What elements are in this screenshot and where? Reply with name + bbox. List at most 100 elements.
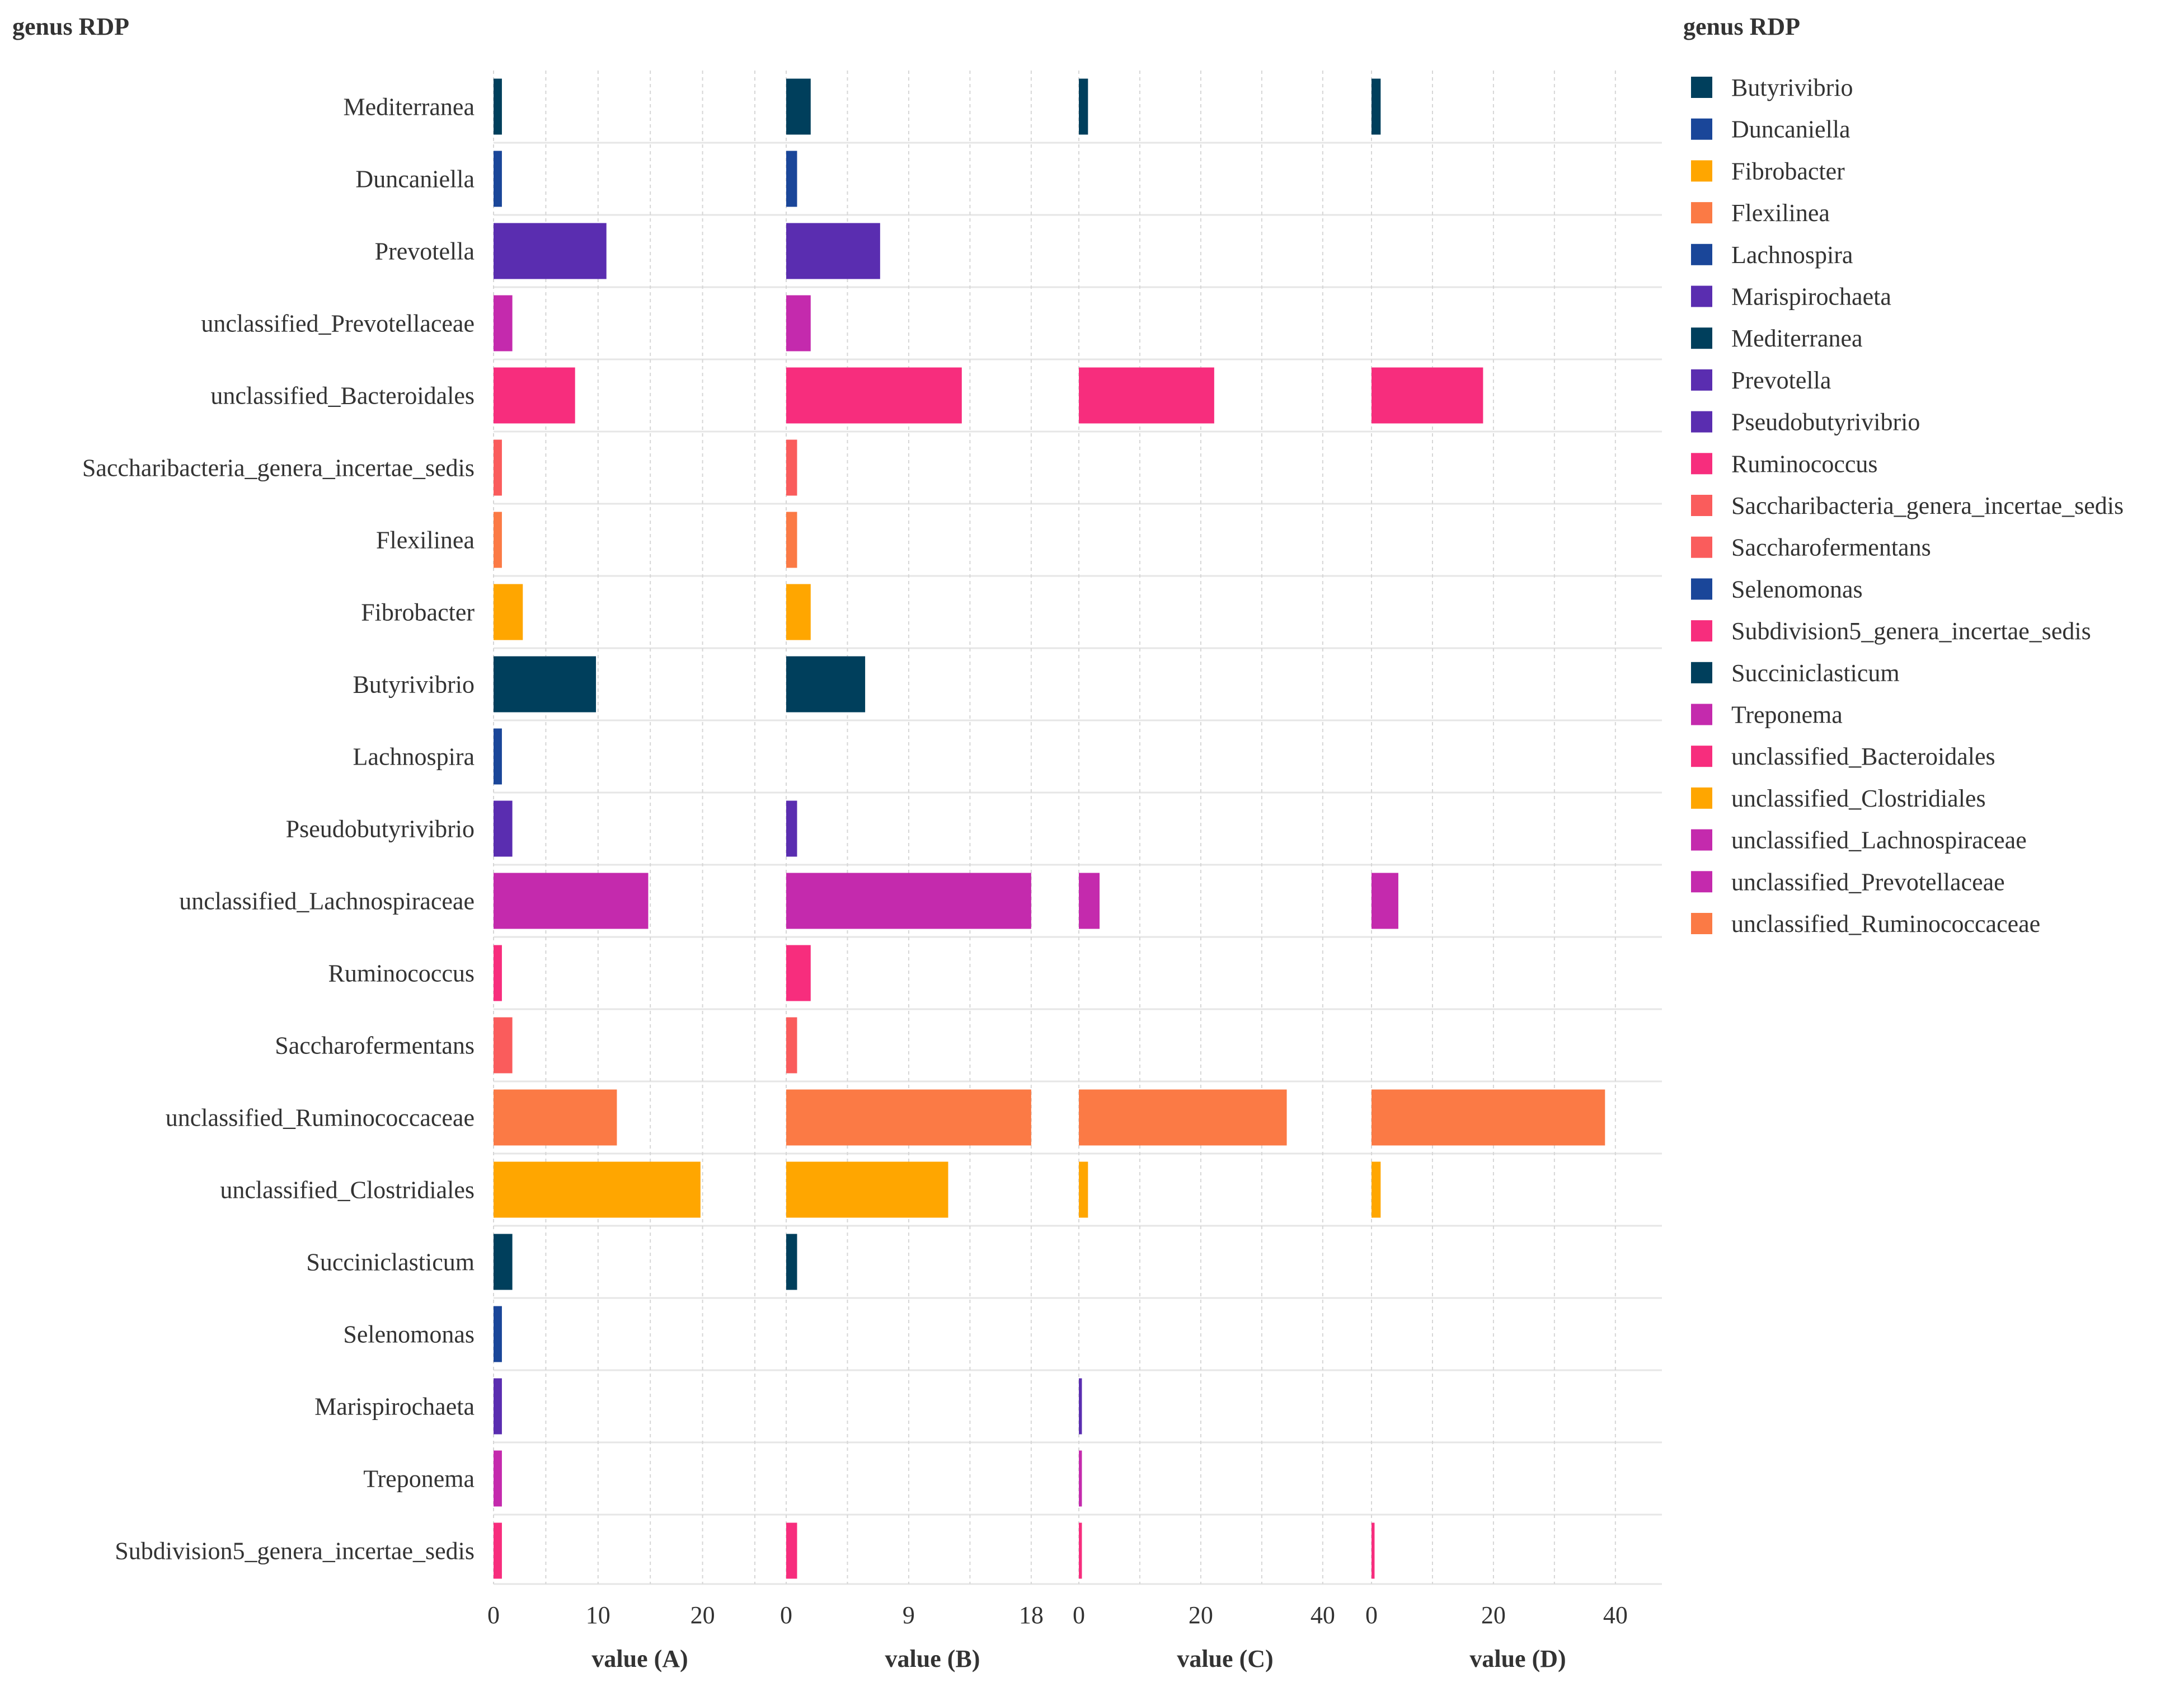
bar-value-a-prevotella[interactable] — [494, 223, 607, 279]
bar-value-b-unclassified-ruminococcaceae[interactable] — [786, 1089, 1031, 1146]
legend-item-subdivision5-genera-incertae-sedis[interactable]: Subdivision5_genera_incertae_sedis — [1691, 617, 2091, 645]
bar-value-b-ruminococcus[interactable] — [786, 945, 811, 1001]
bar-value-b-succiniclasticum[interactable] — [786, 1234, 797, 1290]
legend-item-unclassified-prevotellaceae[interactable]: unclassified_Prevotellaceae — [1691, 868, 2005, 896]
legend-swatch — [1691, 578, 1712, 600]
bar-value-a-mediterranea[interactable] — [494, 78, 502, 135]
bar-value-a-subdivision5-genera-incertae-sedis[interactable] — [494, 1522, 502, 1579]
bar-value-b-mediterranea[interactable] — [786, 78, 811, 135]
bar-value-d-subdivision5-genera-incertae-sedis[interactable] — [1372, 1522, 1375, 1579]
legend-item-prevotella[interactable]: Prevotella — [1691, 367, 1831, 394]
row-label-treponema: Treponema — [363, 1465, 475, 1493]
bar-value-c-treponema[interactable] — [1079, 1450, 1082, 1507]
bar-value-a-succiniclasticum[interactable] — [494, 1234, 513, 1290]
bar-value-b-saccharofermentans[interactable] — [786, 1017, 797, 1074]
bar-value-a-treponema[interactable] — [494, 1450, 502, 1507]
bar-value-b-unclassified-prevotellaceae[interactable] — [786, 295, 811, 352]
legend-swatch — [1691, 704, 1712, 725]
row-label-succiniclasticum: Succiniclasticum — [306, 1249, 475, 1276]
bar-value-c-mediterranea[interactable] — [1079, 78, 1088, 135]
legend-swatch — [1691, 662, 1712, 683]
legend-item-marispirochaeta[interactable]: Marispirochaeta — [1691, 283, 1891, 311]
row-label-unclassified-ruminococcaceae: unclassified_Ruminococcaceae — [166, 1104, 475, 1132]
bar-value-a-ruminococcus[interactable] — [494, 945, 502, 1001]
bar-value-a-pseudobutyrivibrio[interactable] — [494, 800, 513, 857]
bar-value-b-pseudobutyrivibrio[interactable] — [786, 800, 797, 857]
legend-item-saccharofermentans[interactable]: Saccharofermentans — [1691, 534, 1931, 561]
bar-value-a-unclassified-lachnospiraceae[interactable] — [494, 873, 649, 929]
legend-item-duncaniella[interactable]: Duncaniella — [1691, 116, 1850, 143]
legend-swatch — [1691, 453, 1712, 475]
legend-label: Prevotella — [1731, 367, 1831, 394]
bar-value-d-mediterranea[interactable] — [1372, 78, 1381, 135]
legend-swatch — [1691, 871, 1712, 893]
bar-value-b-prevotella[interactable] — [786, 223, 880, 279]
legend-item-pseudobutyrivibrio[interactable]: Pseudobutyrivibrio — [1691, 409, 1920, 436]
bar-value-c-subdivision5-genera-incertae-sedis[interactable] — [1079, 1522, 1082, 1579]
row-label-saccharibacteria-genera-incertae-sedis: Saccharibacteria_genera_incertae_sedis — [82, 454, 475, 482]
legend-label: Saccharofermentans — [1731, 534, 1931, 561]
bar-value-a-duncaniella[interactable] — [494, 151, 502, 207]
legend-item-unclassified-bacteroidales[interactable]: unclassified_Bacteroidales — [1691, 743, 1995, 770]
legend-label: unclassified_Lachnospiraceae — [1731, 827, 2027, 854]
legend-label: unclassified_Clostridiales — [1731, 785, 1986, 812]
row-label-unclassified-lachnospiraceae: unclassified_Lachnospiraceae — [179, 888, 475, 915]
legend-item-fibrobacter[interactable]: Fibrobacter — [1691, 157, 1845, 185]
legend-label: Treponema — [1731, 701, 1843, 729]
bar-value-d-unclassified-ruminococcaceae[interactable] — [1372, 1089, 1605, 1146]
bar-value-b-duncaniella[interactable] — [786, 151, 797, 207]
bar-value-a-unclassified-bacteroidales[interactable] — [494, 367, 575, 424]
bar-value-b-fibrobacter[interactable] — [786, 584, 811, 640]
bar-value-a-unclassified-ruminococcaceae[interactable] — [494, 1089, 617, 1146]
bar-value-b-flexilinea[interactable] — [786, 512, 797, 568]
bar-value-a-flexilinea[interactable] — [494, 512, 502, 568]
bar-value-b-subdivision5-genera-incertae-sedis[interactable] — [786, 1522, 797, 1579]
bar-value-c-unclassified-lachnospiraceae[interactable] — [1079, 873, 1100, 929]
row-label-unclassified-clostridiales: unclassified_Clostridiales — [220, 1177, 475, 1204]
legend-swatch — [1691, 285, 1712, 307]
bar-value-a-unclassified-clostridiales[interactable] — [494, 1161, 701, 1218]
axis-title-value-d: value (D) — [1469, 1645, 1566, 1672]
bar-value-b-unclassified-clostridiales[interactable] — [786, 1161, 948, 1218]
bar-value-a-saccharofermentans[interactable] — [494, 1017, 513, 1074]
bar-value-a-selenomonas[interactable] — [494, 1306, 502, 1362]
bar-value-a-lachnospira[interactable] — [494, 728, 502, 785]
legend-label: Flexilinea — [1731, 199, 1830, 227]
axis-title-value-c: value (C) — [1177, 1645, 1273, 1672]
legend-item-unclassified-lachnospiraceae[interactable]: unclassified_Lachnospiraceae — [1691, 827, 2027, 854]
legend-item-lachnospira[interactable]: Lachnospira — [1691, 241, 1853, 269]
legend-item-flexilinea[interactable]: Flexilinea — [1691, 199, 1830, 227]
bar-value-d-unclassified-clostridiales[interactable] — [1372, 1161, 1381, 1218]
legend-item-selenomonas[interactable]: Selenomonas — [1691, 575, 1863, 603]
bar-value-b-unclassified-lachnospiraceae[interactable] — [786, 873, 1031, 929]
legend-item-mediterranea[interactable]: Mediterranea — [1691, 325, 1863, 352]
legend-swatch — [1691, 243, 1712, 265]
legend-item-butyrivibrio[interactable]: Butyrivibrio — [1691, 74, 1853, 101]
bar-value-c-unclassified-bacteroidales[interactable] — [1079, 367, 1214, 424]
bar-value-d-unclassified-bacteroidales[interactable] — [1372, 367, 1483, 424]
row-label-unclassified-prevotellaceae: unclassified_Prevotellaceae — [201, 310, 475, 338]
bar-value-a-fibrobacter[interactable] — [494, 584, 523, 640]
bar-value-b-unclassified-bacteroidales[interactable] — [786, 367, 962, 424]
legend-item-ruminococcus[interactable]: Ruminococcus — [1691, 450, 1878, 477]
bar-value-d-unclassified-lachnospiraceae[interactable] — [1372, 873, 1398, 929]
bar-value-a-butyrivibrio[interactable] — [494, 656, 597, 713]
bar-value-a-saccharibacteria-genera-incertae-sedis[interactable] — [494, 439, 502, 496]
legend-label: Pseudobutyrivibrio — [1731, 409, 1920, 436]
legend-item-unclassified-clostridiales[interactable]: unclassified_Clostridiales — [1691, 785, 1986, 812]
legend-item-saccharibacteria-genera-incertae-sedis[interactable]: Saccharibacteria_genera_incertae_sedis — [1691, 492, 2124, 519]
row-labels: Mediterranea Duncaniella Prevotella unclass… — [82, 93, 475, 1565]
legend-label: Subdivision5_genera_incertae_sedis — [1731, 617, 2091, 645]
tick-label-value-a: 20 — [691, 1601, 715, 1629]
legend-item-succiniclasticum[interactable]: Succiniclasticum — [1691, 659, 1900, 687]
bar-value-a-marispirochaeta[interactable] — [494, 1378, 502, 1435]
bar-value-b-butyrivibrio[interactable] — [786, 656, 866, 713]
bar-value-c-unclassified-ruminococcaceae[interactable] — [1079, 1089, 1287, 1146]
bar-value-a-unclassified-prevotellaceae[interactable] — [494, 295, 513, 352]
row-label-unclassified-bacteroidales: unclassified_Bacteroidales — [210, 382, 475, 410]
bar-value-c-marispirochaeta[interactable] — [1079, 1378, 1082, 1435]
legend-item-unclassified-ruminococcaceae[interactable]: unclassified_Ruminococcaceae — [1691, 910, 2040, 938]
bar-value-b-saccharibacteria-genera-incertae-sedis[interactable] — [786, 439, 797, 496]
bar-value-c-unclassified-clostridiales[interactable] — [1079, 1161, 1088, 1218]
legend-item-treponema[interactable]: Treponema — [1691, 701, 1843, 729]
